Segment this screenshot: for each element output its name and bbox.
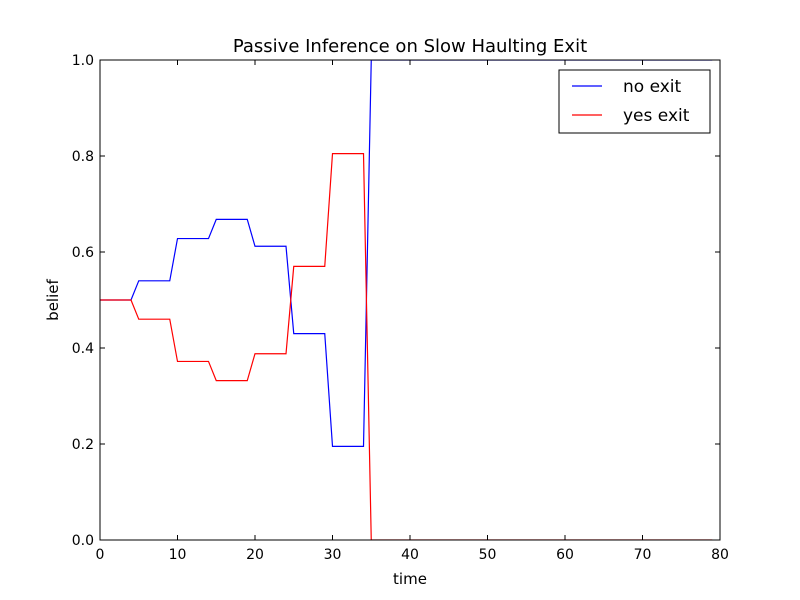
series-layer — [100, 60, 713, 540]
y-tick-label: 0.2 — [72, 437, 94, 453]
series-line-yes-exit — [100, 153, 713, 540]
legend-box — [558, 69, 711, 134]
y-tick-label: 0.0 — [72, 533, 94, 549]
y-tick-label: 0.8 — [72, 149, 94, 165]
y-tick-label: 0.4 — [72, 341, 94, 357]
legend-label-no-exit: no exit — [623, 77, 682, 97]
y-tick-label: 1.0 — [72, 53, 94, 69]
y-tick-label: 0.6 — [72, 245, 94, 261]
x-tick-label: 70 — [634, 547, 652, 563]
chart-title: Passive Inference on Slow Haulting Exit — [233, 36, 587, 57]
plot-frame — [99, 59, 721, 541]
x-axis-label: time — [393, 570, 427, 588]
x-tick-label: 40 — [401, 547, 419, 563]
x-tick-label: 20 — [246, 547, 264, 563]
x-tick-label: 0 — [96, 547, 105, 563]
tick-labels: 0 10 20 30 40 50 60 70 80 0.0 0.2 0.4 0.6 0.8 1.0 — [72, 53, 729, 563]
y-axis-label: belief — [44, 278, 62, 320]
legend: no exit yes exit — [558, 69, 711, 134]
tick-marks — [99, 59, 721, 541]
x-tick-label: 60 — [556, 547, 574, 563]
legend-label-yes-exit: yes exit — [623, 106, 690, 126]
x-tick-label: 50 — [479, 547, 497, 563]
series-line-no-exit — [100, 60, 713, 447]
x-tick-label: 30 — [324, 547, 342, 563]
x-tick-label: 80 — [711, 547, 729, 563]
x-tick-label: 10 — [169, 547, 187, 563]
